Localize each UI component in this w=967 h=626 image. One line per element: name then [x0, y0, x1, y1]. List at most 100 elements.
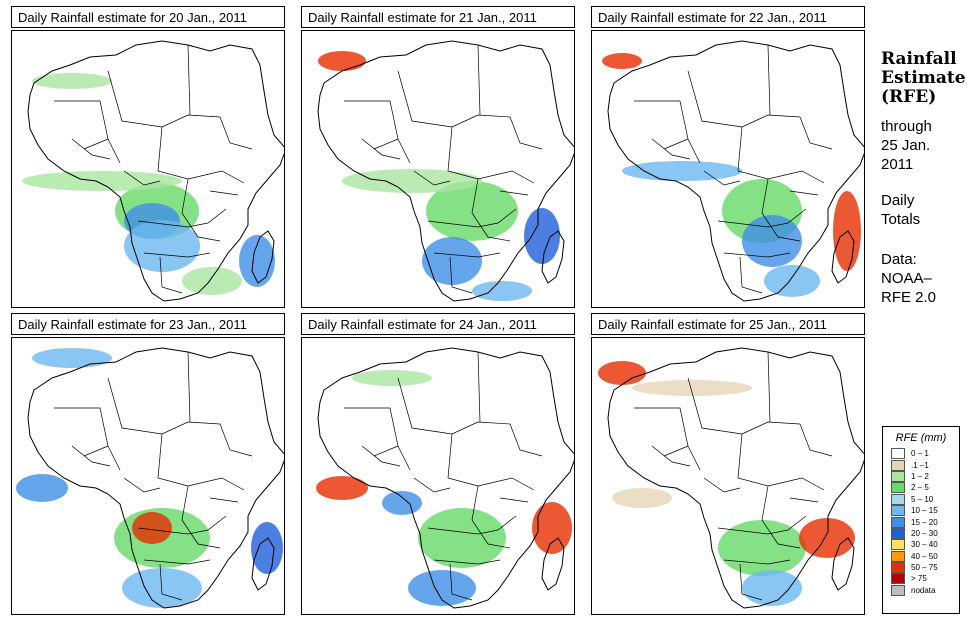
country-border — [143, 559, 211, 565]
side-title-line: Estimate — [881, 68, 966, 88]
country-border — [723, 559, 791, 565]
country-border — [137, 515, 227, 535]
country-border — [739, 256, 763, 294]
panel-25-jan: Daily Rainfall estimate for 25 Jan., 201… — [591, 313, 865, 615]
country-border — [703, 477, 741, 493]
country-border — [687, 445, 701, 471]
country-border — [181, 178, 221, 242]
map-svg — [602, 40, 864, 302]
rainfall-area — [16, 474, 68, 502]
rainfall-area — [22, 171, 182, 191]
rainfall-area — [718, 520, 806, 576]
legend-item: nodata — [891, 584, 959, 596]
data-source-line: Data: — [881, 251, 917, 268]
rainfall-area — [382, 491, 422, 515]
country-border — [737, 126, 825, 184]
map-svg — [317, 40, 574, 302]
country-border — [397, 138, 411, 164]
country-border — [499, 190, 529, 196]
country-border — [767, 44, 771, 116]
legend-label: 5 – 10 — [911, 494, 934, 504]
legend-swatch — [891, 516, 905, 528]
rainfall-area — [182, 267, 242, 295]
legend-label: nodata — [911, 585, 936, 595]
legend-swatch — [891, 482, 905, 494]
coastline — [607, 347, 864, 609]
country-border — [344, 407, 399, 457]
legend-swatch — [891, 539, 905, 551]
rainfall-area — [251, 522, 283, 574]
rainfall-map — [301, 337, 575, 615]
rainfall-area — [622, 161, 742, 181]
country-border — [209, 497, 239, 503]
rainfall-area — [833, 191, 861, 271]
legend-label: 10 – 15 — [911, 506, 938, 516]
coastline — [317, 347, 574, 609]
country-border — [651, 445, 691, 467]
rainfall-map — [591, 337, 865, 615]
country-border — [361, 138, 401, 160]
legend-swatch — [891, 584, 905, 596]
country-border — [471, 485, 511, 549]
legend-item: 0 – 1 — [891, 448, 959, 460]
rainfall-area — [32, 348, 112, 368]
coastline — [27, 347, 284, 609]
country-border — [54, 100, 109, 150]
country-border — [219, 116, 253, 150]
country-border — [739, 563, 763, 601]
through-label: through — [881, 118, 932, 135]
rainfall-area — [132, 512, 172, 544]
country-border — [123, 477, 161, 493]
country-border — [703, 170, 741, 186]
country-border — [157, 126, 245, 184]
legend-title: RFE (mm) — [895, 432, 947, 444]
rainfall-area — [598, 361, 646, 385]
country-border — [123, 170, 161, 186]
rainfall-area — [632, 380, 752, 396]
through-date-line: 25 Jan. — [881, 137, 931, 154]
country-border — [651, 138, 691, 160]
country-border — [499, 497, 529, 503]
totals-label: Daily Totals — [881, 191, 920, 229]
legend-swatch — [891, 562, 905, 574]
rainfall-area — [612, 488, 672, 508]
legend-item: .1 –1 — [891, 459, 959, 471]
country-border — [789, 497, 819, 503]
legend-item: 15 – 20 — [891, 516, 959, 528]
coastline — [541, 230, 565, 284]
legend-label: 20 – 30 — [911, 528, 938, 538]
country-border — [71, 445, 111, 467]
country-border — [159, 563, 183, 601]
coastline — [541, 537, 565, 591]
country-border — [509, 116, 543, 150]
country-border — [427, 515, 517, 535]
panel-title: Daily Rainfall estimate for 21 Jan., 201… — [301, 6, 575, 28]
legend-item: > 75 — [891, 573, 959, 585]
panel-21-jan: Daily Rainfall estimate for 21 Jan., 201… — [301, 6, 575, 308]
country-border — [737, 433, 825, 491]
country-border — [634, 407, 689, 457]
coastline — [831, 230, 855, 284]
country-border — [397, 70, 511, 128]
country-border — [397, 377, 511, 435]
legend-label: 2 – 5 — [911, 483, 929, 493]
rainfall-area — [418, 508, 506, 568]
country-border — [723, 252, 791, 258]
country-border — [181, 485, 221, 549]
side-title-line: (RFE) — [881, 87, 937, 107]
country-border — [799, 423, 833, 457]
through-date: through 25 Jan. 2011 — [881, 117, 932, 174]
legend-item: 40 – 50 — [891, 550, 959, 562]
side-title: Rainfall Estimate (RFE) — [881, 50, 966, 107]
country-border — [761, 485, 801, 549]
legend-item: 10 – 15 — [891, 505, 959, 517]
rainfall-area — [239, 235, 275, 287]
country-border — [107, 445, 121, 471]
country-border — [477, 351, 481, 423]
legend-label: 50 – 75 — [911, 563, 938, 573]
rainfall-area — [742, 215, 802, 267]
rainfall-area — [122, 568, 202, 608]
country-border — [187, 44, 191, 116]
country-border — [447, 126, 535, 184]
